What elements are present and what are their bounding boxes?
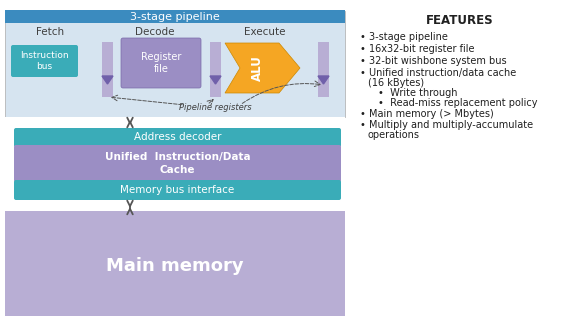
- FancyBboxPatch shape: [11, 45, 78, 77]
- Bar: [5, 211, 345, 316]
- Text: Unified  Instruction/Data
Cache: Unified Instruction/Data Cache: [104, 152, 251, 175]
- Bar: [5, 10, 345, 23]
- FancyBboxPatch shape: [14, 180, 341, 200]
- Polygon shape: [225, 43, 300, 93]
- Text: • 32-bit wishbone system bus: • 32-bit wishbone system bus: [360, 56, 506, 66]
- Text: Fetch: Fetch: [36, 27, 64, 37]
- Bar: [5, 117, 345, 129]
- Text: • 3-stage pipeline: • 3-stage pipeline: [360, 32, 448, 42]
- Text: Address decoder: Address decoder: [134, 133, 221, 143]
- Text: Main memory: Main memory: [106, 257, 244, 275]
- FancyBboxPatch shape: [14, 145, 341, 182]
- Bar: [318, 42, 329, 97]
- Bar: [210, 42, 221, 97]
- Text: ALU: ALU: [251, 55, 264, 81]
- Text: operations: operations: [368, 130, 420, 140]
- Text: • 16x32-bit register file: • 16x32-bit register file: [360, 44, 474, 54]
- Text: Decode: Decode: [135, 27, 175, 37]
- Text: (16 kBytes): (16 kBytes): [368, 78, 424, 88]
- Polygon shape: [102, 76, 113, 84]
- Text: • Main memory (> Mbytes): • Main memory (> Mbytes): [360, 109, 494, 119]
- Text: •  Write through: • Write through: [378, 88, 458, 98]
- Text: • Multiply and multiply-accumulate: • Multiply and multiply-accumulate: [360, 120, 533, 130]
- Text: FEATURES: FEATURES: [426, 14, 494, 28]
- Polygon shape: [210, 76, 221, 84]
- Text: • Unified instruction/data cache: • Unified instruction/data cache: [360, 68, 516, 78]
- Polygon shape: [318, 76, 329, 84]
- Text: Execute: Execute: [244, 27, 286, 37]
- Text: Memory bus interface: Memory bus interface: [121, 185, 235, 195]
- Text: Pipeline registers: Pipeline registers: [179, 102, 251, 111]
- Bar: [102, 42, 113, 97]
- Text: 3-stage pipeline: 3-stage pipeline: [130, 12, 220, 22]
- Text: Register
file: Register file: [141, 52, 181, 74]
- Text: •  Read-miss replacement policy: • Read-miss replacement policy: [378, 98, 538, 108]
- Text: Instruction
bus: Instruction bus: [20, 51, 69, 71]
- Bar: [5, 11, 345, 117]
- FancyBboxPatch shape: [14, 128, 341, 147]
- FancyBboxPatch shape: [121, 38, 201, 88]
